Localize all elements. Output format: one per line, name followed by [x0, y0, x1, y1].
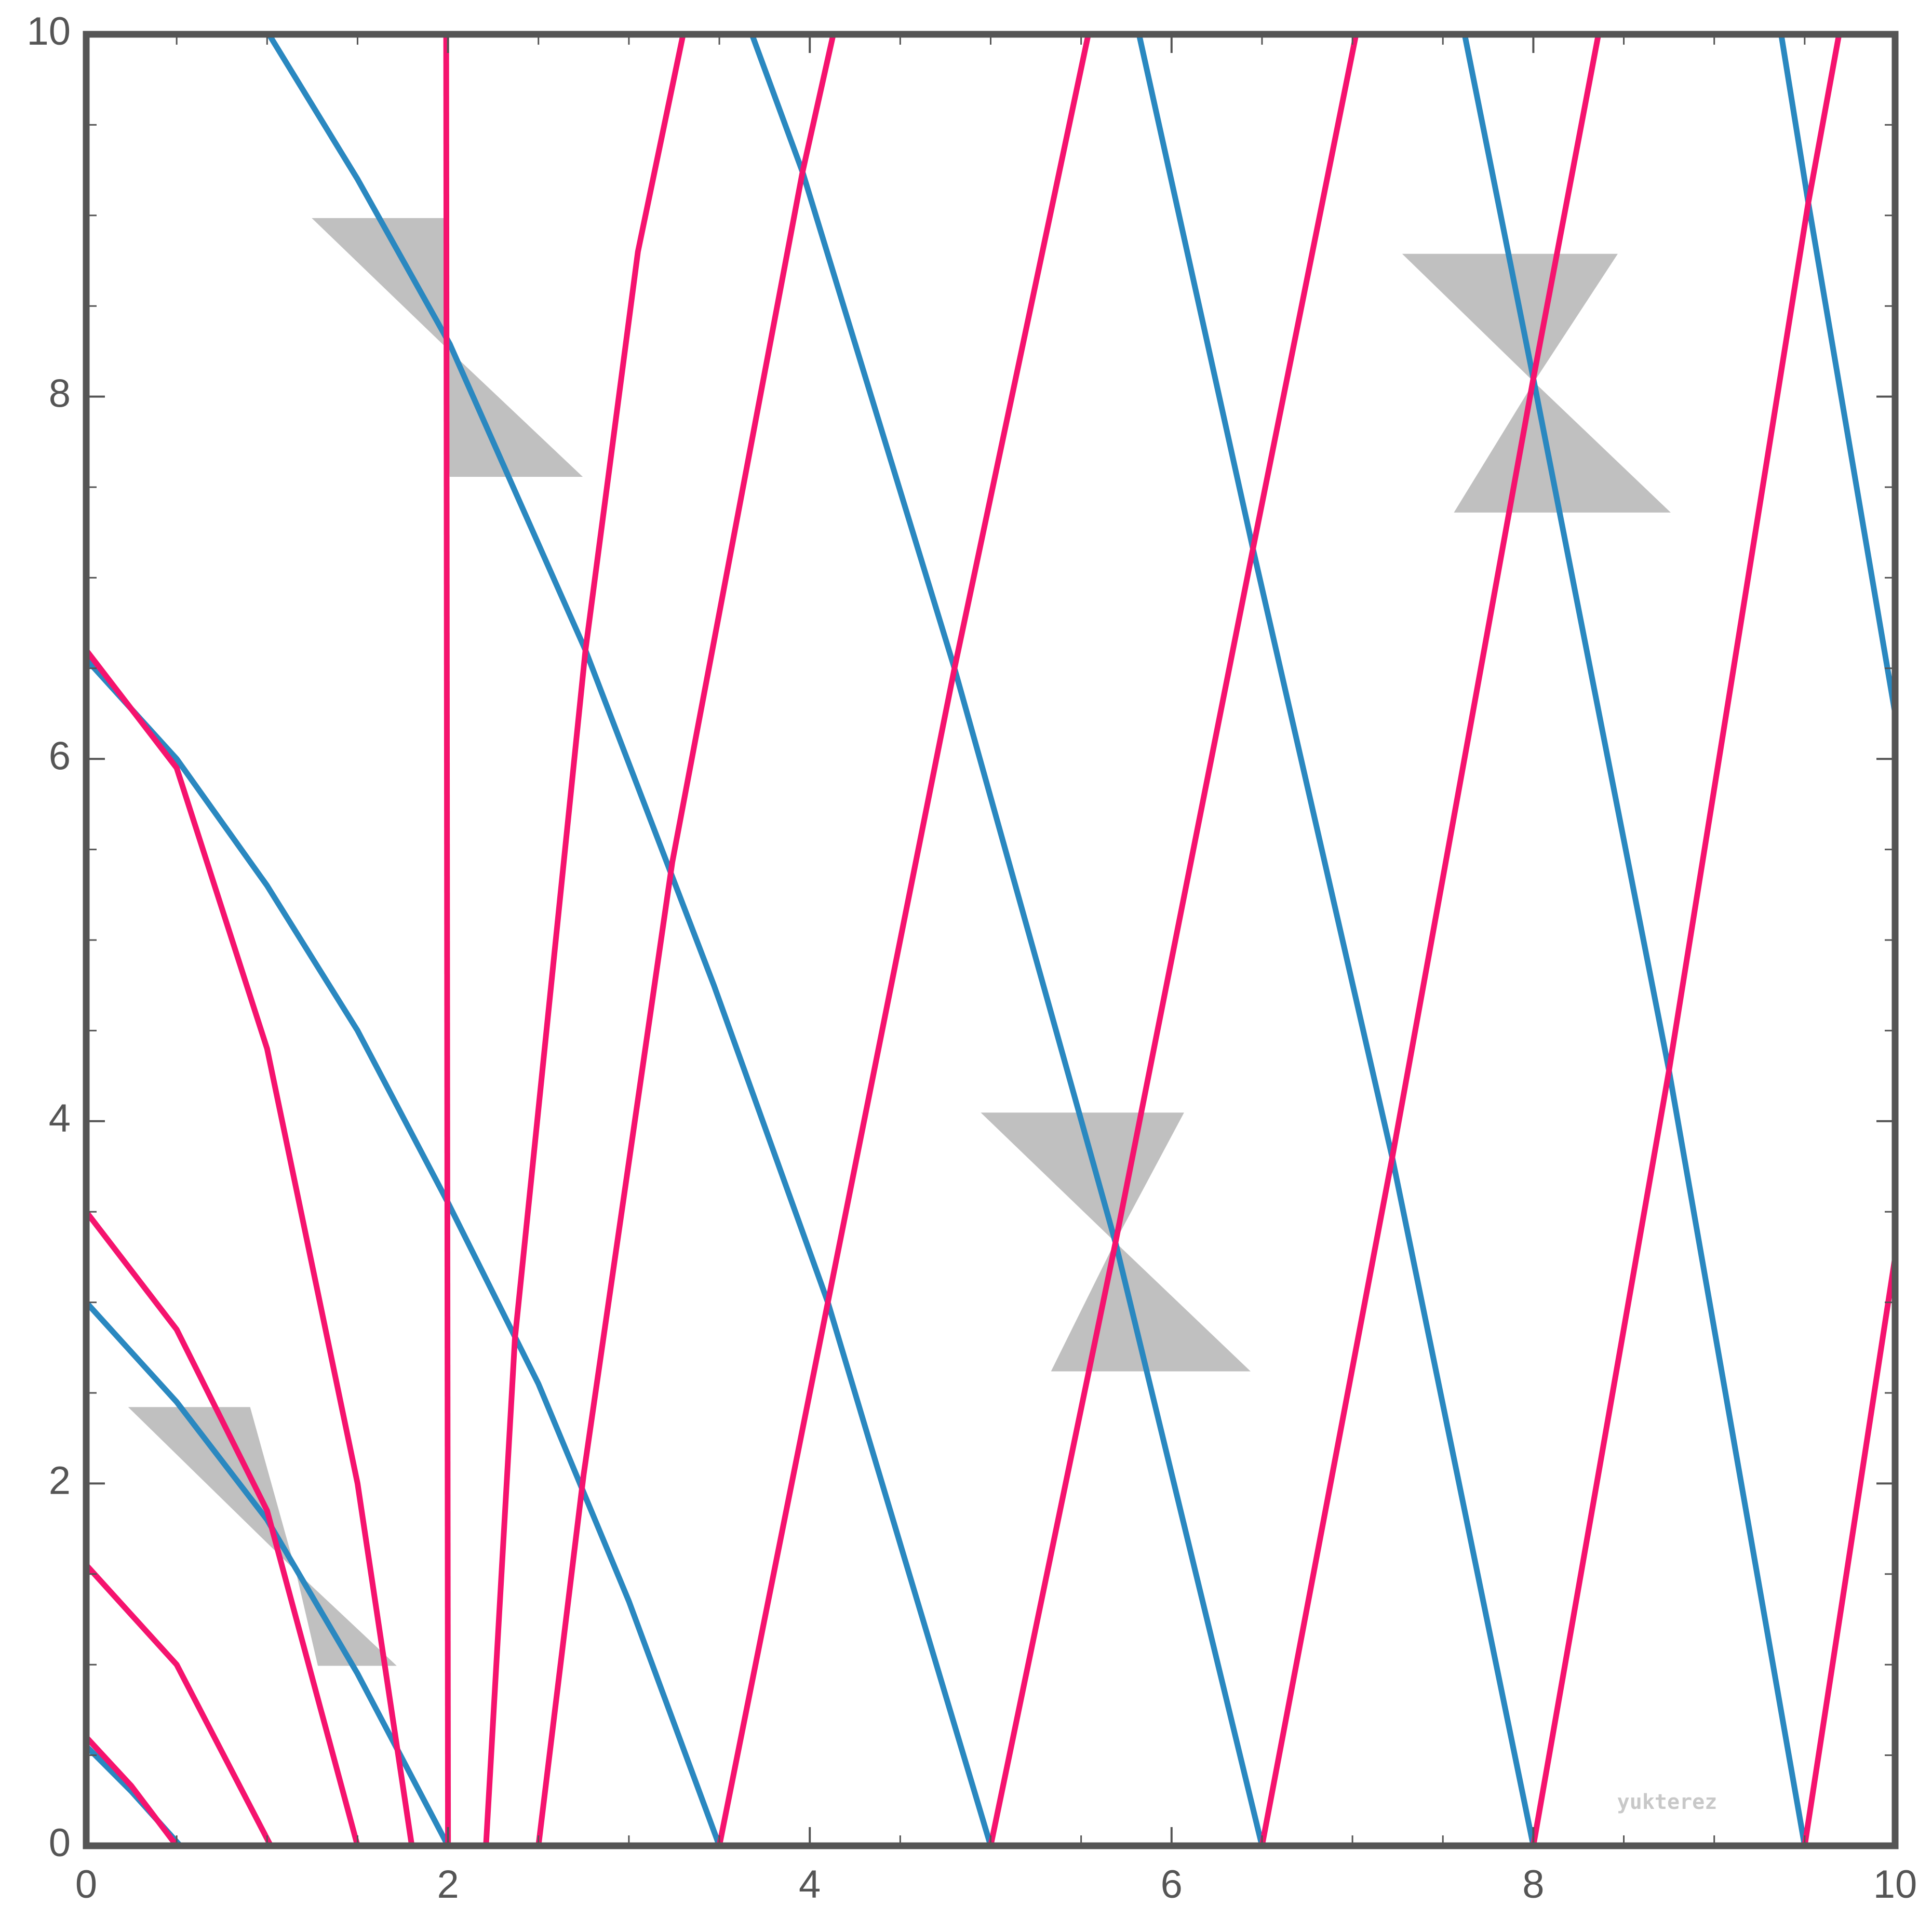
line	[443, 34, 451, 1846]
line	[84, 657, 722, 1847]
y-tick-label: 2	[49, 1458, 71, 1502]
shape	[1402, 253, 1671, 513]
frame	[83, 31, 1899, 1849]
y-tick-label: 8	[49, 372, 71, 416]
watermark: yukterez	[1617, 1790, 1718, 1814]
x-tick-label: 8	[1522, 1862, 1544, 1907]
x-tick-label: 0	[75, 1862, 97, 1907]
x-tick-label: 4	[799, 1862, 821, 1907]
line	[483, 33, 686, 1846]
x-tick-label: 10	[1873, 1862, 1917, 1907]
y-tick-label: 6	[49, 734, 71, 778]
x-tick-label: 6	[1161, 1862, 1183, 1907]
line	[84, 1210, 360, 1847]
line	[1259, 33, 1602, 1847]
line	[1778, 34, 1898, 714]
line	[84, 1563, 274, 1847]
line	[84, 1300, 451, 1847]
line	[84, 648, 415, 1846]
line	[716, 33, 1091, 1847]
gray-shapes	[128, 218, 1671, 1666]
x-tick-label: 2	[437, 1862, 459, 1907]
line	[749, 33, 1265, 1847]
shape	[312, 218, 583, 477]
line	[84, 1735, 179, 1848]
shape	[981, 1112, 1251, 1372]
line	[1136, 33, 1536, 1847]
line	[1802, 1256, 1898, 1846]
line	[1530, 34, 1842, 1846]
y-tick-label: 10	[26, 9, 71, 53]
line	[535, 33, 836, 1846]
line	[1461, 33, 1808, 1846]
y-tick-label: 0	[49, 1821, 71, 1865]
shape	[128, 1407, 397, 1666]
y-tick-label: 4	[49, 1096, 71, 1141]
line	[988, 33, 1359, 1847]
